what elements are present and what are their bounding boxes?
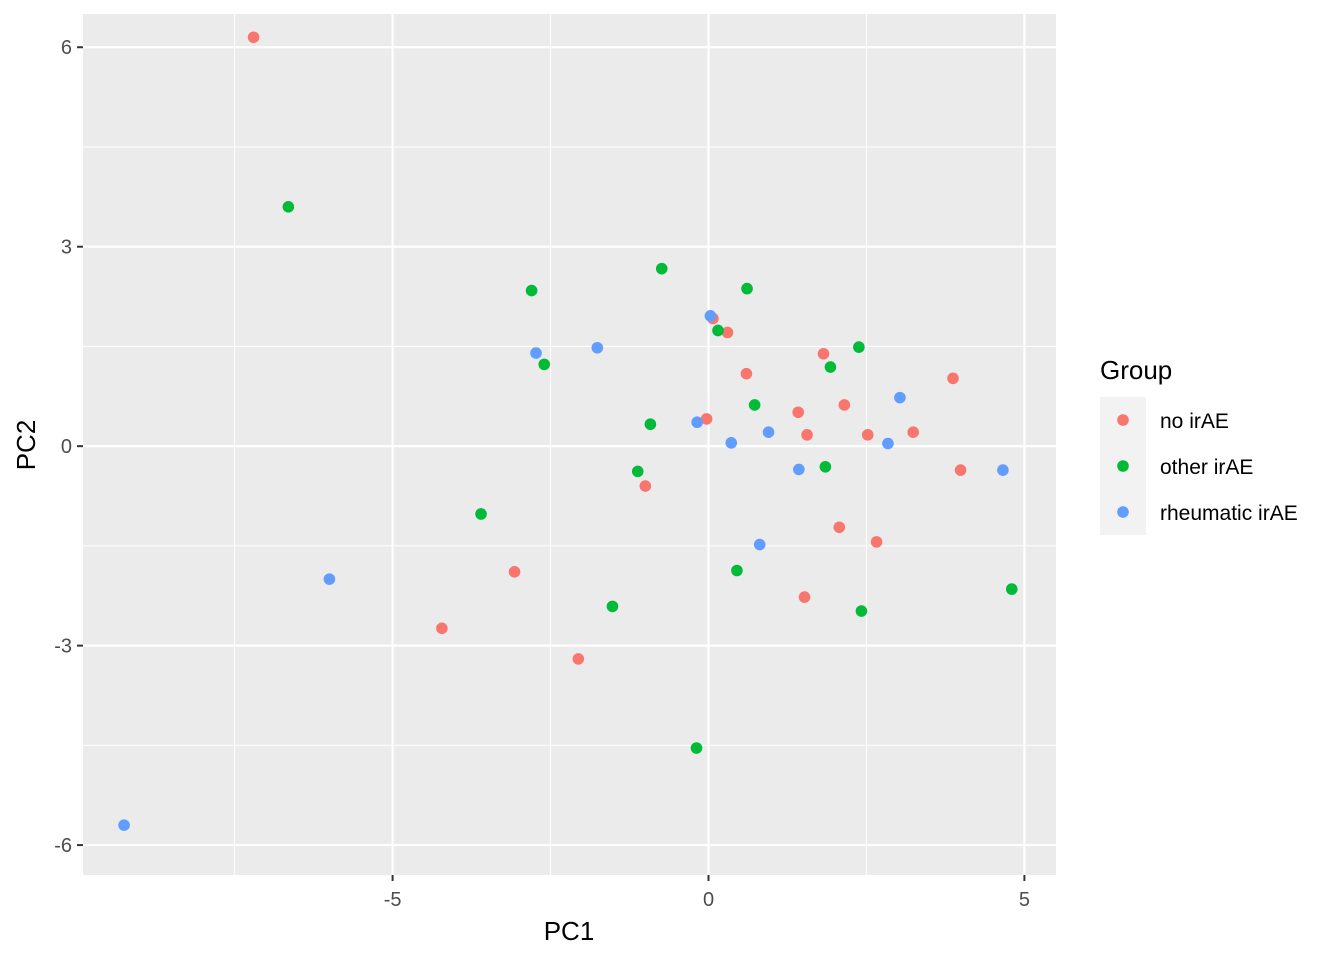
legend-marker bbox=[1117, 414, 1129, 426]
y-axis-title: PC2 bbox=[11, 420, 41, 471]
data-point bbox=[954, 464, 967, 476]
data-point bbox=[855, 605, 868, 617]
plot-panel bbox=[83, 14, 1056, 875]
data-point bbox=[644, 418, 657, 431]
data-point bbox=[475, 508, 487, 520]
legend-marker bbox=[1117, 506, 1129, 518]
data-point bbox=[833, 521, 846, 534]
x-axis: -5 0 5 bbox=[384, 875, 1030, 911]
data-point bbox=[798, 591, 811, 603]
data-point bbox=[691, 416, 703, 429]
legend-label: rheumatic irAE bbox=[1160, 502, 1298, 525]
data-point bbox=[530, 347, 542, 359]
data-point bbox=[838, 399, 851, 411]
data-point bbox=[819, 460, 832, 473]
data-point bbox=[247, 31, 260, 44]
data-point bbox=[436, 622, 448, 635]
data-point bbox=[997, 464, 1009, 476]
data-points bbox=[118, 31, 1018, 831]
data-point bbox=[282, 201, 295, 213]
minor-gridlines bbox=[83, 14, 1056, 875]
major-gridlines bbox=[83, 14, 1056, 875]
y-tick-label: 0 bbox=[61, 436, 72, 458]
legend-label: other irAE bbox=[1160, 456, 1253, 479]
data-point bbox=[525, 284, 538, 297]
data-point bbox=[606, 600, 619, 613]
data-point bbox=[762, 426, 775, 439]
data-point bbox=[731, 564, 743, 577]
data-point bbox=[538, 358, 551, 371]
data-point bbox=[793, 463, 805, 476]
data-point bbox=[508, 566, 521, 578]
data-point bbox=[753, 538, 766, 551]
data-point bbox=[853, 341, 865, 353]
legend-label: no irAE bbox=[1160, 410, 1229, 433]
y-tick-label: -6 bbox=[54, 835, 72, 857]
data-point bbox=[639, 480, 652, 492]
x-tick-label: -5 bbox=[384, 889, 402, 911]
data-point bbox=[894, 391, 906, 404]
data-point bbox=[1005, 583, 1018, 595]
data-point bbox=[690, 742, 703, 754]
data-point bbox=[947, 372, 959, 385]
data-point bbox=[631, 465, 644, 478]
data-point bbox=[700, 413, 713, 425]
data-point bbox=[591, 341, 604, 354]
data-point bbox=[870, 536, 883, 548]
x-tick-label: 0 bbox=[703, 889, 714, 911]
data-point bbox=[572, 653, 585, 665]
x-tick-label: 5 bbox=[1019, 889, 1030, 911]
data-point bbox=[741, 282, 753, 295]
y-tick-label: 6 bbox=[61, 37, 72, 59]
data-point bbox=[801, 429, 813, 441]
x-axis-title: PC1 bbox=[544, 916, 595, 946]
y-tick-label: -3 bbox=[54, 636, 72, 658]
data-point bbox=[712, 324, 724, 337]
data-point bbox=[725, 437, 738, 449]
data-point bbox=[824, 361, 837, 373]
legend: Group no irAE other irAE rheumatic irAE bbox=[1100, 355, 1298, 535]
data-point bbox=[118, 819, 130, 831]
data-point bbox=[748, 399, 761, 411]
data-point bbox=[861, 429, 874, 441]
y-tick-label: 3 bbox=[61, 237, 72, 259]
data-point bbox=[817, 347, 830, 360]
data-point bbox=[655, 262, 668, 275]
data-point bbox=[792, 406, 805, 419]
y-axis: -6 -3 0 3 6 bbox=[54, 37, 83, 857]
data-point bbox=[740, 367, 753, 380]
data-point bbox=[704, 310, 717, 322]
data-point bbox=[721, 326, 734, 339]
data-point bbox=[907, 426, 920, 439]
data-point bbox=[882, 437, 894, 450]
legend-title: Group bbox=[1100, 355, 1172, 385]
legend-marker bbox=[1117, 460, 1129, 472]
data-point bbox=[323, 573, 336, 585]
